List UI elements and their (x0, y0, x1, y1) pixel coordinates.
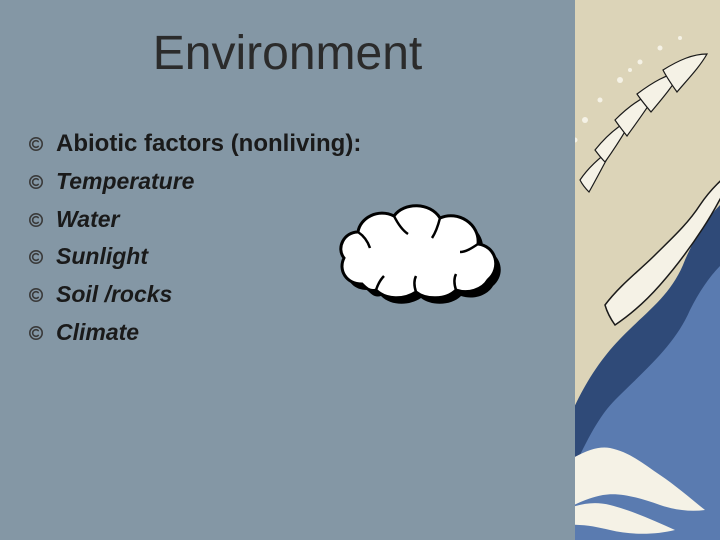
bullet-icon (26, 210, 46, 230)
list-item: Temperature (26, 164, 546, 200)
cloud-icon (332, 196, 512, 316)
cloud-clipart (332, 196, 512, 316)
bullet-icon (26, 247, 46, 267)
list-item-text: Water (56, 202, 120, 238)
list-item-text: Abiotic factors (nonliving): (56, 125, 361, 162)
slide-title: Environment (0, 26, 575, 81)
list-item: Climate (26, 315, 546, 351)
slide: Environment Abiotic factors (nonliving):… (0, 0, 720, 540)
list-item-text: Sunlight (56, 239, 148, 275)
bullet-icon (26, 323, 46, 343)
list-item-text: Temperature (56, 164, 194, 200)
background-right-wave-panel (575, 0, 720, 540)
bullet-icon (26, 134, 46, 154)
list-item-text: Soil /rocks (56, 277, 172, 313)
list-item-text: Climate (56, 315, 139, 351)
bullet-icon (26, 285, 46, 305)
bullet-icon (26, 172, 46, 192)
list-item: Abiotic factors (nonliving): (26, 125, 546, 162)
wave-art-icon (575, 0, 720, 540)
